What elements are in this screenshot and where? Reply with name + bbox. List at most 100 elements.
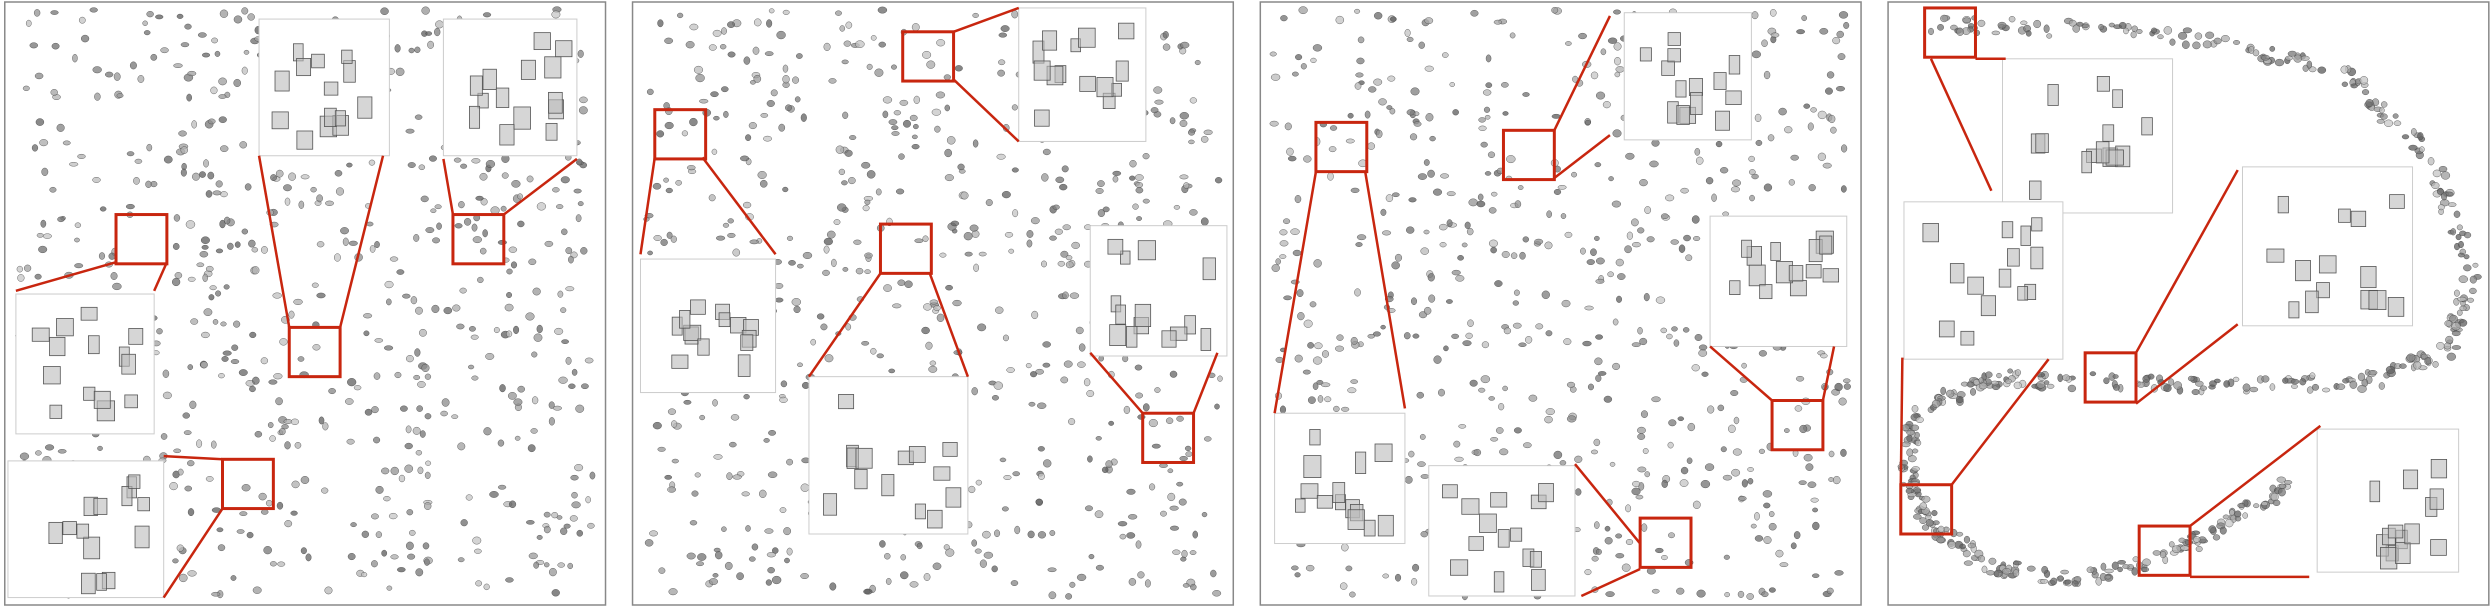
chair-thumb bbox=[526, 175, 534, 183]
chair-thumb bbox=[835, 10, 842, 16]
chair-thumb bbox=[373, 436, 381, 444]
chair-render bbox=[1120, 250, 1131, 265]
chair-thumb bbox=[508, 392, 517, 400]
chair-thumb bbox=[31, 144, 39, 152]
chair-thumb bbox=[1825, 87, 1833, 95]
chair-render bbox=[1639, 47, 1652, 62]
chair-thumb bbox=[1962, 17, 1971, 23]
chair-render bbox=[690, 299, 706, 315]
chair-thumb bbox=[1512, 300, 1519, 306]
chair-thumb bbox=[424, 471, 431, 479]
chair-thumb bbox=[1030, 371, 1038, 378]
chair-thumb bbox=[464, 217, 472, 226]
chair-thumb bbox=[1644, 206, 1652, 214]
chair-thumb bbox=[2399, 363, 2407, 369]
chair-thumb bbox=[1832, 37, 1841, 45]
chair-thumb bbox=[126, 151, 135, 157]
chair-thumb bbox=[1682, 327, 1690, 333]
chair-render bbox=[2030, 246, 2044, 270]
chair-thumb bbox=[2349, 380, 2358, 389]
chair-thumb bbox=[312, 344, 321, 351]
chair-thumb bbox=[782, 64, 789, 73]
chair-render bbox=[2141, 117, 2153, 136]
chair-thumb bbox=[995, 306, 1004, 314]
chair-render bbox=[43, 366, 61, 385]
chair-thumb bbox=[1468, 198, 1478, 207]
chair-thumb bbox=[1826, 587, 1834, 595]
chair-thumb bbox=[1030, 217, 1040, 225]
chair-thumb bbox=[1134, 364, 1143, 371]
zoom-connector bbox=[928, 272, 970, 378]
chair-render bbox=[1490, 492, 1508, 508]
chair-thumb bbox=[251, 247, 259, 253]
chair-thumb bbox=[1767, 134, 1775, 142]
chair-thumb bbox=[934, 125, 941, 133]
chair-thumb bbox=[1441, 52, 1449, 58]
chair-thumb bbox=[1631, 342, 1641, 348]
chair-thumb bbox=[1582, 340, 1592, 347]
chair-thumb bbox=[452, 304, 461, 312]
chair-thumb bbox=[483, 583, 490, 591]
chair-thumb bbox=[509, 500, 517, 509]
chair-render bbox=[137, 497, 150, 512]
chair-thumb bbox=[2072, 24, 2080, 33]
chair-thumb bbox=[1425, 113, 1434, 122]
chair-thumb bbox=[1279, 405, 1287, 414]
chair-thumb bbox=[1324, 396, 1332, 403]
chair-thumb bbox=[415, 450, 423, 456]
chair-thumb bbox=[1477, 193, 1484, 201]
chair-thumb bbox=[243, 49, 250, 55]
chair-thumb bbox=[740, 155, 750, 162]
chair-thumb bbox=[1169, 505, 1179, 511]
chair-thumb bbox=[1751, 173, 1759, 180]
chair-render bbox=[1300, 483, 1319, 499]
chair-thumb bbox=[2311, 383, 2319, 391]
chair-thumb bbox=[2033, 19, 2042, 29]
chair-thumb bbox=[133, 176, 140, 185]
chair-thumb bbox=[2261, 54, 2270, 61]
chair-thumb bbox=[173, 448, 182, 454]
chair-thumb bbox=[210, 86, 218, 95]
chair-thumb bbox=[882, 110, 889, 119]
chair-thumb bbox=[298, 200, 305, 209]
chair-thumb bbox=[321, 487, 329, 494]
chair-thumb bbox=[1473, 448, 1482, 457]
chair-thumb bbox=[1666, 333, 1673, 340]
chair-thumb bbox=[1347, 112, 1354, 119]
chair-thumb bbox=[796, 53, 803, 59]
chair-thumb bbox=[2277, 488, 2286, 497]
chair-thumb bbox=[1840, 185, 1847, 193]
chair-render bbox=[1479, 513, 1497, 533]
chair-thumb bbox=[663, 102, 670, 110]
chair-thumb bbox=[1488, 207, 1497, 214]
chair-thumb bbox=[568, 255, 574, 264]
chair-thumb bbox=[1173, 204, 1181, 210]
chair-thumb bbox=[416, 405, 423, 412]
chair-thumb bbox=[579, 96, 588, 104]
chair-thumb bbox=[2086, 566, 2095, 574]
chair-render bbox=[1374, 443, 1393, 462]
chair-thumb bbox=[500, 205, 507, 212]
chair-thumb bbox=[944, 148, 952, 158]
chair-thumb bbox=[1314, 342, 1323, 350]
chair-thumb bbox=[310, 186, 317, 193]
chair-thumb bbox=[263, 546, 272, 555]
chair-thumb bbox=[1528, 394, 1538, 402]
chair-thumb bbox=[656, 130, 665, 138]
chair-thumb bbox=[1963, 535, 1971, 544]
chair-thumb bbox=[996, 153, 1006, 160]
chair-thumb bbox=[1478, 125, 1487, 131]
chair-thumb bbox=[862, 205, 870, 212]
chair-thumb bbox=[1291, 565, 1299, 571]
chair-render bbox=[2305, 290, 2319, 314]
chair-thumb bbox=[1280, 15, 1288, 22]
chair-thumb bbox=[112, 282, 122, 291]
chair-thumb bbox=[269, 435, 276, 442]
chair-thumb bbox=[506, 292, 512, 298]
chair-thumb bbox=[721, 27, 727, 35]
chair-thumb bbox=[1335, 345, 1344, 352]
chair-thumb bbox=[1914, 488, 1921, 493]
chair-thumb bbox=[895, 188, 905, 195]
chair-thumb bbox=[233, 15, 243, 24]
chair-thumb bbox=[575, 404, 585, 413]
